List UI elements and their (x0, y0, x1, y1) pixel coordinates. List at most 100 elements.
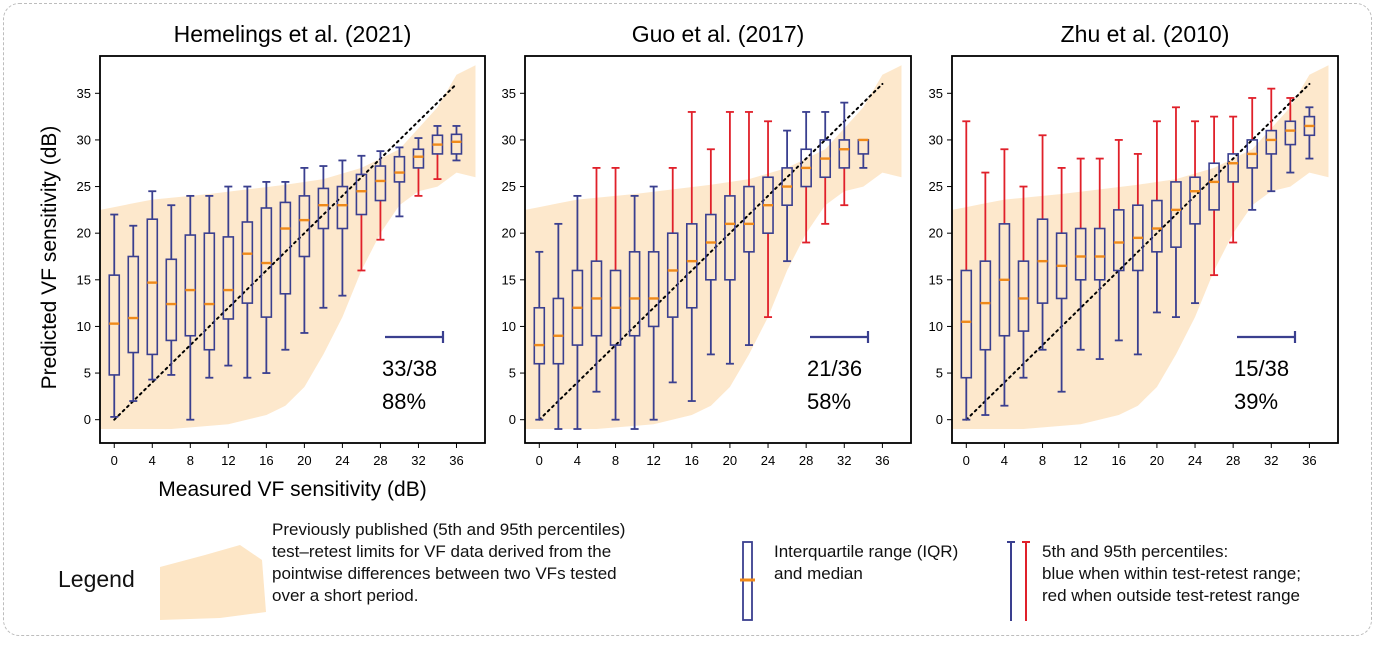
plot-area (952, 65, 1329, 430)
box-24 (762, 120, 774, 319)
iqr-box (960, 269, 973, 379)
figure-frame (3, 3, 1372, 636)
iqr-box (1208, 162, 1220, 211)
box-10 (1055, 167, 1068, 393)
box-4 (571, 194, 584, 430)
y-tick-label: 5 (84, 366, 91, 381)
iqr-box (552, 297, 565, 365)
box-2 (127, 224, 140, 402)
test-retest-band (525, 65, 902, 430)
test-retest-band (952, 65, 1329, 430)
box-32 (1265, 87, 1278, 193)
legend-title: Legend (58, 566, 135, 592)
x-tick-label: 36 (875, 453, 889, 468)
box-14 (1093, 157, 1106, 360)
box-8 (184, 194, 197, 421)
box-6 (165, 204, 178, 376)
box-20 (298, 167, 311, 334)
box-4 (998, 148, 1011, 407)
iqr-box (374, 165, 387, 202)
x-tick-label: 16 (685, 453, 699, 468)
box-36 (450, 125, 463, 162)
x-tick-label: 24 (761, 453, 775, 468)
score-label: 15/38 (1234, 356, 1289, 381)
y-tick-label: 35 (929, 86, 943, 101)
legend-band-line: test–retest limits for VF data derived f… (272, 542, 612, 561)
iqr-box (336, 185, 349, 230)
box-22 (1170, 106, 1182, 319)
box-30 (1246, 97, 1259, 211)
box-26 (355, 154, 368, 272)
x-tick-label: 36 (1302, 453, 1316, 468)
iqr-box (127, 255, 140, 354)
x-tick-label: 4 (574, 453, 581, 468)
iqr-box (979, 260, 992, 351)
iqr-box (184, 234, 197, 337)
box-18 (1132, 153, 1144, 356)
x-tick-label: 32 (1264, 453, 1278, 468)
y-tick-label: 25 (929, 179, 943, 194)
x-tick-label: 8 (187, 453, 194, 468)
score-label: 33/38 (382, 356, 437, 381)
iqr-box (743, 185, 755, 253)
x-axis-label: Measured VF sensitivity (dB) (158, 478, 426, 501)
iqr-box (393, 155, 406, 183)
box-16 (685, 111, 698, 402)
iqr-box (298, 195, 311, 258)
legend-whisker-line: 5th and 95th percentiles: (1042, 542, 1229, 561)
iqr-box (647, 251, 660, 328)
legend-box-line: Interquartile range (IQR) (774, 542, 959, 561)
chart-title: Zhu et al. (2010) (1061, 21, 1230, 47)
score-label: 21/36 (807, 356, 862, 381)
y-tick-label: 20 (502, 226, 516, 241)
iqr-box (279, 201, 292, 295)
box-26 (1208, 115, 1220, 277)
y-tick-label: 15 (502, 272, 516, 287)
y-tick-label: 35 (77, 86, 91, 101)
iqr-box (412, 148, 425, 169)
plot-area (525, 65, 902, 430)
axes-frame (99, 55, 486, 444)
x-tick-label: 24 (335, 453, 349, 468)
x-tick-label: 32 (411, 453, 425, 468)
box-18 (705, 148, 717, 356)
x-tick-label: 20 (1150, 453, 1164, 468)
box-34 (857, 138, 870, 169)
iqr-box (317, 187, 330, 230)
box-16 (1112, 139, 1125, 342)
iqr-box (1017, 260, 1030, 332)
box-0 (960, 120, 973, 421)
box-2 (979, 171, 992, 416)
x-tick-label: 28 (799, 453, 813, 468)
chart-title: Guo et al. (2017) (632, 21, 805, 47)
axes-frame (951, 55, 1339, 444)
box-10 (628, 194, 641, 430)
box-12 (1074, 157, 1087, 351)
iqr-box (450, 133, 463, 155)
chart-panel-1: 0 4 8 12 16 20 24 28 32 36 0 5 10 15 20 25 30 35 Hemelings… (38, 21, 486, 501)
iqr-box (108, 274, 121, 376)
x-tick-label: 20 (297, 453, 311, 468)
legend-band-line: Previously published (5th and 95th perce… (272, 520, 626, 539)
percent-label: 88% (382, 389, 426, 414)
box-26 (781, 129, 793, 263)
x-tick-label: 8 (612, 453, 619, 468)
box-0 (533, 250, 546, 421)
iqr-box (838, 139, 851, 169)
iqr-box (1151, 199, 1163, 253)
x-tick-label: 0 (963, 453, 970, 468)
box-32 (412, 137, 425, 197)
box-22 (743, 111, 755, 346)
x-tick-label: 0 (536, 453, 543, 468)
x-tick-label: 32 (837, 453, 851, 468)
x-tick-label: 12 (1073, 453, 1087, 468)
box-24 (1189, 120, 1201, 305)
percent-label: 39% (1234, 389, 1278, 414)
x-tick-label: 16 (259, 453, 273, 468)
legend-band-line: over a short period. (272, 586, 419, 605)
legend-box-line: and median (774, 564, 863, 583)
x-tick-label: 12 (221, 453, 235, 468)
box-22 (317, 165, 330, 309)
box-12 (222, 185, 235, 367)
